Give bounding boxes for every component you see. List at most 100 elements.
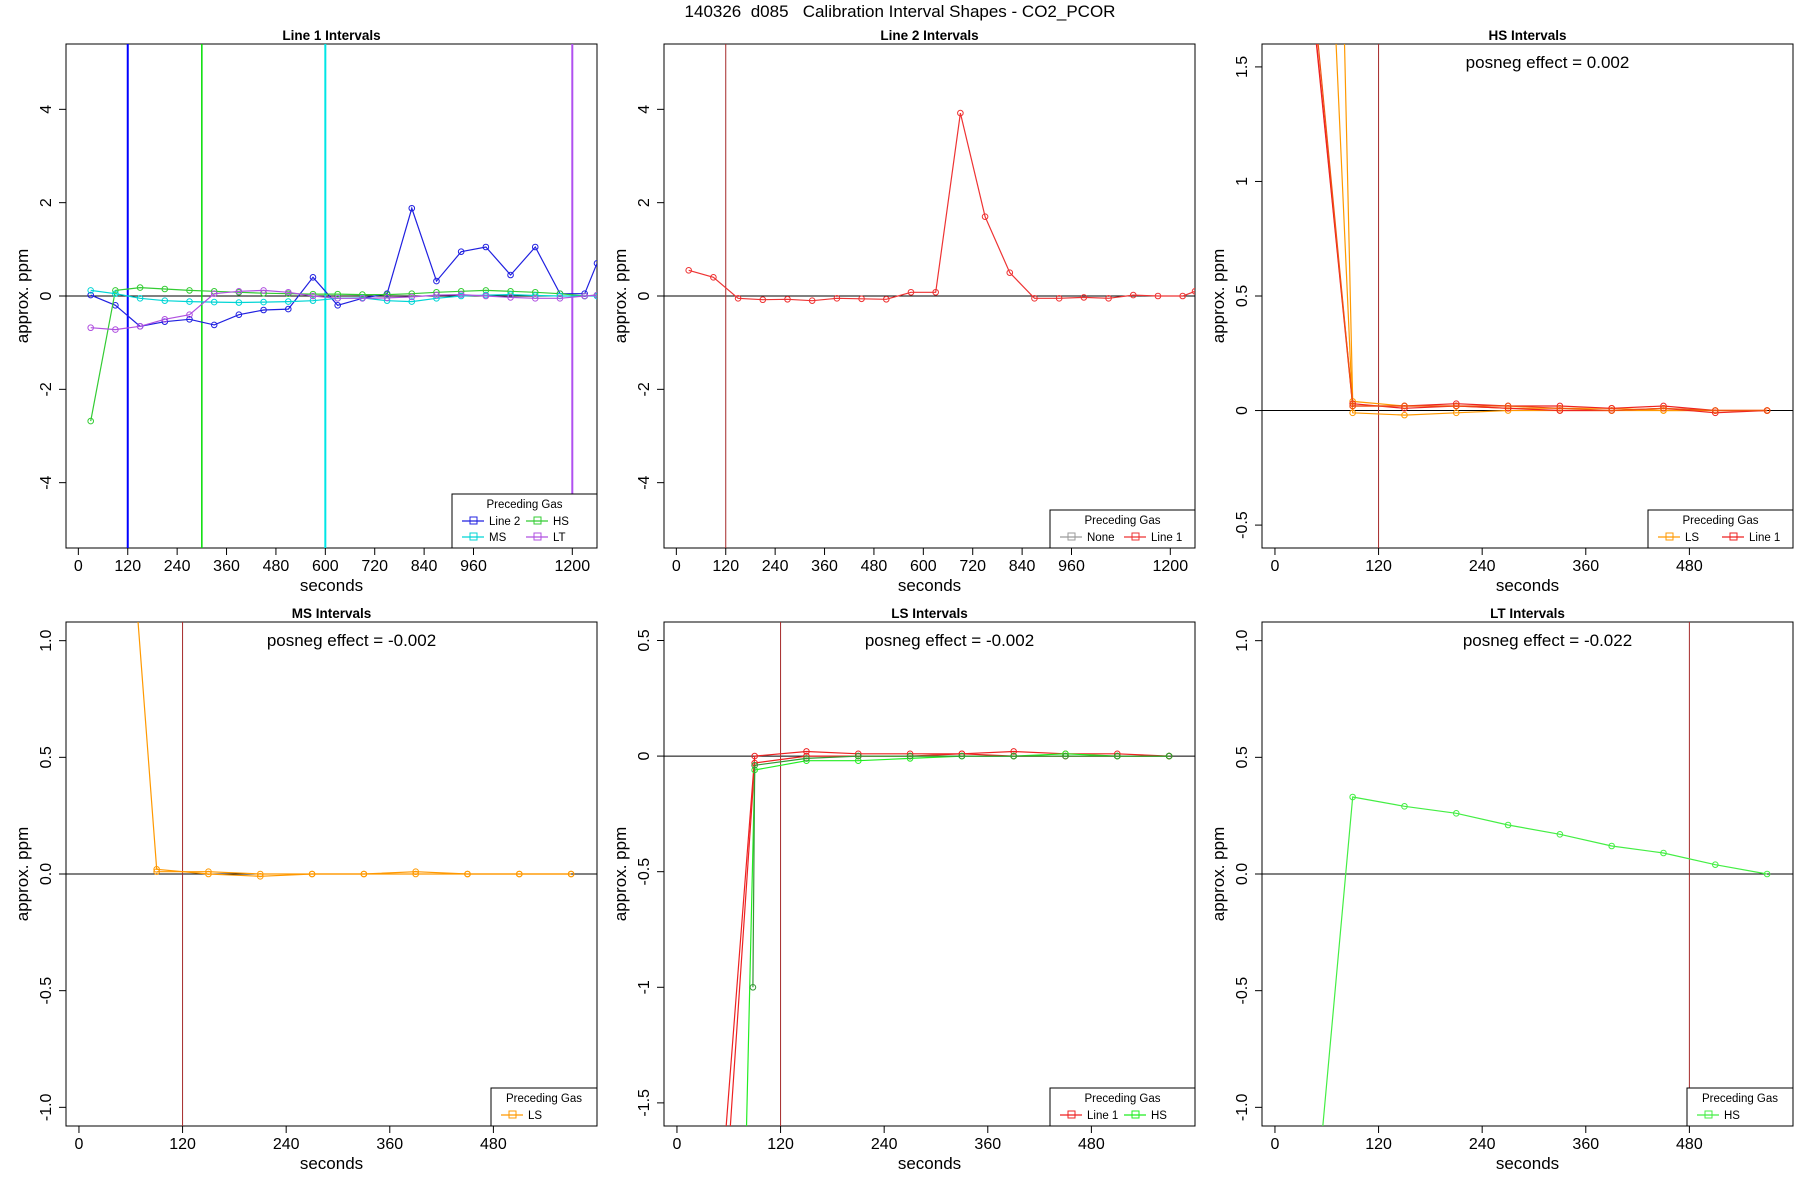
y-tick-label: -1.0 <box>38 1093 55 1121</box>
data-point <box>1452 810 1460 817</box>
data-point <box>743 1146 749 1152</box>
data-point <box>210 321 218 329</box>
y-tick-label: 1.0 <box>38 629 55 651</box>
data-point <box>408 293 416 301</box>
legend-swatch-marker <box>1131 1110 1140 1119</box>
data-point <box>1320 1128 1326 1134</box>
data-point <box>858 295 865 303</box>
data-point <box>854 752 862 760</box>
data-point <box>260 306 267 314</box>
data-point <box>749 983 757 991</box>
legend: Preceding Gas Line 2 HS MS LT <box>451 493 598 549</box>
data-point <box>1191 288 1195 295</box>
data-point <box>1006 269 1014 276</box>
data-point <box>751 762 758 769</box>
data-point <box>1608 407 1615 414</box>
data-point <box>153 866 160 873</box>
y-axis-label: approx. ppm <box>13 249 32 344</box>
x-tick-label: 240 <box>1469 1136 1496 1153</box>
data-point <box>1010 748 1017 755</box>
x-tick-label: 120 <box>114 558 141 575</box>
legend-box <box>1049 1087 1196 1127</box>
legend-entry-label: Line 1 <box>1087 1110 1118 1122</box>
panel-title: LS Intervals <box>891 606 968 621</box>
legend-entry-label: HS <box>1151 1110 1167 1122</box>
x-tick-label: 960 <box>460 558 487 575</box>
data-point <box>1154 292 1162 300</box>
data-point <box>87 287 94 294</box>
data-point <box>433 277 440 285</box>
y-tick-label: 0 <box>1234 406 1251 415</box>
x-tick-label: 1200 <box>555 558 591 575</box>
data-point <box>210 298 218 306</box>
x-tick-label: 0 <box>672 1136 681 1153</box>
x-tick-label: 360 <box>811 558 838 575</box>
data-point <box>309 297 317 304</box>
x-tick-label: 480 <box>480 1136 507 1153</box>
x-tick-label: 480 <box>1676 558 1703 575</box>
panel-title: MS Intervals <box>292 606 372 621</box>
legend-swatch-marker <box>1131 532 1140 541</box>
y-tick-label: 0 <box>38 291 55 300</box>
data-point <box>1660 404 1667 412</box>
data-point <box>309 292 317 300</box>
x-tick-label: 120 <box>1365 558 1392 575</box>
data-point <box>854 757 862 765</box>
legend-entry-label: None <box>1087 532 1115 544</box>
data-point <box>482 243 490 251</box>
legend-title: Preceding Gas <box>1702 1093 1778 1105</box>
data-point <box>284 305 292 313</box>
data-point <box>958 752 966 760</box>
y-tick-label: -0.5 <box>38 977 55 1005</box>
y-tick-label: 2 <box>636 198 653 207</box>
y-tick-label: 0 <box>636 752 653 761</box>
data-point <box>759 296 767 304</box>
x-tick-label: 720 <box>959 558 986 575</box>
data-point <box>1763 870 1771 878</box>
data-point <box>531 295 539 302</box>
x-tick-label: 360 <box>213 558 240 575</box>
legend-swatch-marker <box>533 516 542 525</box>
x-tick-label: 480 <box>263 558 290 575</box>
y-axis-label: approx. ppm <box>611 827 630 922</box>
plot-data <box>66 44 597 548</box>
series-line <box>745 753 1170 1126</box>
series-line <box>1322 796 1768 1126</box>
data-point <box>1608 842 1615 850</box>
data-point <box>87 291 94 299</box>
legend-title: Preceding Gas <box>1084 1093 1160 1105</box>
x-tick-label: 0 <box>1270 558 1279 575</box>
posneg-annotation: posneg effect = -0.002 <box>267 631 436 650</box>
x-axis-label: seconds <box>1496 576 1559 595</box>
plot-data <box>66 622 597 1126</box>
legend-title: Preceding Gas <box>486 499 562 511</box>
y-axis-label: approx. ppm <box>13 827 32 922</box>
y-tick-label: 0.5 <box>636 629 653 651</box>
x-tick-label: 600 <box>312 558 339 575</box>
data-point <box>1179 292 1186 300</box>
data-point <box>112 290 119 297</box>
x-tick-label: 120 <box>169 1136 196 1153</box>
data-point <box>784 295 791 303</box>
data-point <box>1763 407 1771 414</box>
data-point <box>1062 752 1069 760</box>
data-point <box>507 294 514 301</box>
data-point <box>1341 18 1347 24</box>
legend-entry-label: LT <box>553 532 566 544</box>
series-line <box>1343 44 1768 412</box>
legend-swatch-marker <box>1067 1110 1076 1119</box>
data-point <box>457 248 465 255</box>
data-point <box>161 285 169 293</box>
data-point <box>907 288 915 296</box>
data-point <box>1401 803 1408 810</box>
legend-entry-label: HS <box>553 516 569 528</box>
data-point <box>1031 295 1038 302</box>
legend-box <box>1686 1087 1794 1127</box>
x-tick-label: 120 <box>1365 1136 1392 1153</box>
y-tick-label: -0.5 <box>1234 977 1251 1005</box>
legend-swatch-marker <box>1067 532 1076 541</box>
x-axis-label: seconds <box>898 576 961 595</box>
data-point <box>87 417 94 425</box>
